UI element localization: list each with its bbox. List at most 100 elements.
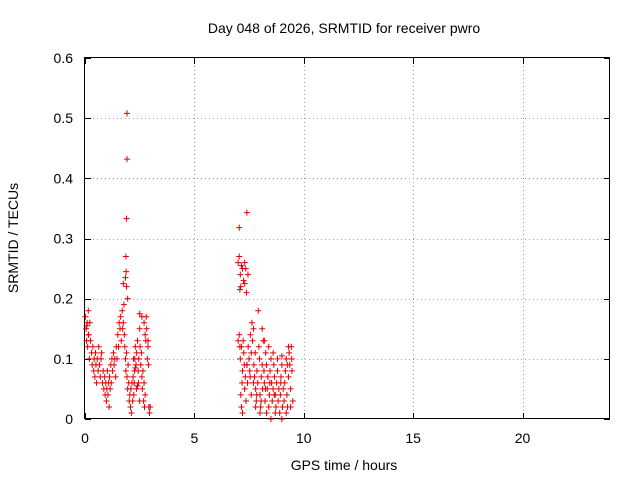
data-point [243, 209, 250, 216]
data-point [85, 331, 92, 338]
data-point [257, 403, 264, 410]
y-tick-label: 0.6 [54, 50, 74, 66]
data-point [238, 262, 245, 269]
data-point [110, 349, 117, 356]
data-point [121, 343, 128, 350]
data-point [104, 367, 111, 374]
data-point [263, 409, 270, 416]
data-point [134, 382, 141, 389]
data-point [113, 355, 120, 362]
data-point [286, 349, 293, 356]
data-point [87, 337, 94, 344]
data-point [266, 379, 273, 386]
data-point [236, 331, 243, 338]
data-point [238, 343, 245, 350]
data-point [138, 349, 145, 356]
data-point [145, 337, 151, 344]
data-point [278, 352, 285, 359]
data-point [257, 409, 263, 416]
data-point [278, 373, 284, 380]
data-point [278, 361, 285, 368]
data-point [142, 331, 149, 338]
data-point [247, 373, 254, 380]
data-point [240, 349, 247, 356]
data-point [91, 373, 98, 380]
data-point [117, 313, 124, 320]
axis-ticks [85, 58, 610, 420]
data-point [260, 367, 267, 374]
x-tick-label: 5 [190, 430, 198, 446]
data-point [130, 373, 137, 380]
data-point [256, 355, 263, 362]
data-point [83, 322, 90, 329]
y-axis-label: SRMTID / TECUs [5, 183, 21, 293]
data-point [244, 271, 251, 278]
data-point [277, 379, 284, 386]
data-point [139, 385, 146, 392]
data-point [146, 409, 153, 416]
data-point [137, 343, 144, 350]
data-point [272, 409, 279, 416]
data-point [145, 343, 151, 350]
plot-frame [84, 57, 610, 419]
y-tick-label: 0.1 [54, 351, 74, 367]
data-point [237, 271, 244, 278]
data-point [123, 268, 130, 275]
data-point [124, 110, 130, 117]
data-point [122, 253, 129, 260]
grid-lines [85, 58, 610, 419]
data-point [98, 349, 105, 356]
data-point [136, 310, 143, 317]
data-point [237, 283, 244, 290]
data-point [250, 325, 257, 332]
data-point [258, 373, 265, 380]
data-point [137, 361, 144, 368]
data-point [259, 325, 266, 332]
data-point [127, 403, 134, 410]
data-point [109, 367, 116, 374]
data-point [255, 343, 262, 350]
data-point [108, 379, 115, 386]
data-point [261, 379, 268, 386]
chart-title: Day 048 of 2026, SRMTID for receiver pwr… [208, 20, 481, 36]
data-point [287, 403, 294, 410]
data-point [248, 319, 255, 326]
data-point [83, 325, 90, 332]
data-point [124, 373, 130, 380]
data-point [112, 373, 119, 380]
data-point [240, 337, 247, 344]
data-point [123, 283, 130, 290]
data-point [241, 385, 248, 392]
data-point [267, 416, 274, 422]
data-point [274, 367, 281, 374]
data-point [248, 391, 255, 398]
data-point [115, 343, 122, 350]
data-point [241, 280, 248, 287]
data-point [123, 349, 130, 356]
data-point [253, 367, 260, 374]
data-point [243, 361, 250, 368]
data-point [121, 331, 128, 338]
data-point [147, 403, 154, 410]
y-tick-label: 0.5 [54, 110, 74, 126]
data-point [285, 373, 292, 380]
data-point [129, 397, 136, 404]
data-point [119, 325, 126, 332]
data-point [122, 274, 129, 281]
data-point [111, 361, 118, 368]
data-point [270, 361, 277, 368]
data-point [136, 397, 143, 404]
data-point [106, 373, 113, 380]
data-point [264, 373, 271, 380]
data-point [288, 367, 295, 374]
data-point [267, 367, 274, 374]
data-point [252, 403, 259, 410]
data-point [142, 391, 149, 398]
data-point [239, 379, 246, 386]
data-point [120, 301, 127, 308]
data-point [89, 343, 96, 350]
data-point [125, 361, 132, 368]
data-point [118, 337, 125, 344]
data-point [122, 367, 129, 374]
data-point [283, 391, 290, 398]
